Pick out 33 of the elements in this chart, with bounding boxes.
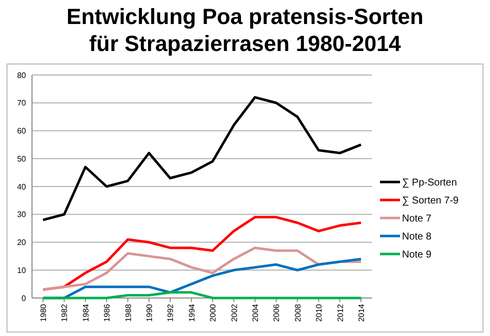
x-tick-label: 2010 xyxy=(314,303,324,322)
y-tick-label: 60 xyxy=(17,126,27,136)
x-tick-label: 2008 xyxy=(293,303,302,322)
y-tick-label: 80 xyxy=(17,70,27,80)
y-tick-label: 50 xyxy=(17,154,27,164)
x-tick-label: 1980 xyxy=(39,303,48,322)
y-tick-label: 70 xyxy=(17,98,27,108)
y-tick-label: 0 xyxy=(22,294,27,303)
y-tick-label: 20 xyxy=(17,238,27,248)
line-series xyxy=(42,246,362,291)
x-tick-label: 1988 xyxy=(124,303,133,322)
x-tick-label: 1982 xyxy=(60,303,70,322)
legend-label: ∑ Sorten 7-9 xyxy=(402,196,460,206)
x-tick-label: 2012 xyxy=(336,303,345,322)
line-series xyxy=(42,96,362,222)
legend-label: Note 9 xyxy=(402,250,432,260)
x-tick-label: 1990 xyxy=(145,303,154,322)
y-tick-label: 10 xyxy=(17,266,27,275)
x-tick-label: 2014 xyxy=(357,303,366,322)
x-tick-label: 2004 xyxy=(251,303,260,322)
legend-label: Note 7 xyxy=(402,214,432,224)
legend-label: ∑ Pp-Sorten xyxy=(402,178,457,188)
x-tick-label: 2006 xyxy=(272,303,282,322)
x-tick-label: 1984 xyxy=(81,303,90,322)
y-tick-label: 30 xyxy=(17,210,27,220)
x-tick-label: 1986 xyxy=(102,303,112,322)
x-tick-label: 1994 xyxy=(187,303,196,322)
legend-label: Note 8 xyxy=(402,232,432,242)
chart-title: Entwicklung Poa pratensis-Sorten für Strapazierrasen 1980-2014 xyxy=(66,4,424,56)
x-tick-label: 1992 xyxy=(166,303,176,322)
x-tick-label: 2002 xyxy=(230,303,239,322)
x-tick-label: 2000 xyxy=(208,303,218,322)
y-tick-label: 40 xyxy=(17,182,27,192)
